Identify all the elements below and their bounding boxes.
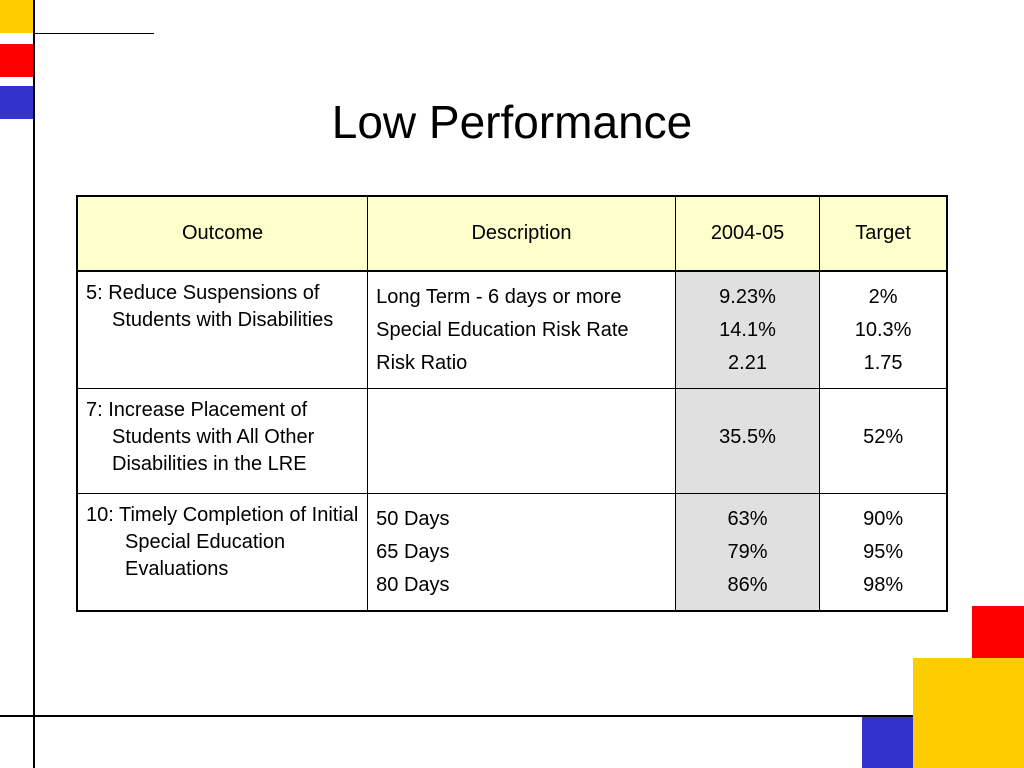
target-value-cell: 52% [819, 388, 948, 494]
year-value: 35.5% [719, 425, 776, 448]
outcome-cell: 10: Timely Completion of Initial Special… [76, 493, 369, 612]
target-value: 1.75 [863, 352, 903, 374]
header-description: Description [367, 195, 676, 272]
red-square-bottom-right [972, 606, 1024, 658]
description-cell: Long Term - 6 days or more Special Educa… [367, 270, 676, 389]
target-value: 90% [863, 508, 904, 530]
header-target: Target [819, 195, 948, 272]
top-horizontal-rule [33, 33, 154, 34]
year-value: 14.1% [719, 319, 776, 341]
header-year: 2004-05 [674, 195, 821, 272]
description-line: Risk Ratio [376, 352, 468, 374]
blue-square-bottom-right [862, 717, 913, 768]
target-value: 95% [863, 541, 904, 563]
year-value: 9.23% [719, 286, 776, 308]
outcome-text: 7: Increase Placement of Students with A… [86, 399, 315, 475]
target-value: 10.3% [854, 319, 912, 341]
header-outcome: Outcome [76, 195, 369, 272]
description-line: 50 Days [376, 508, 450, 530]
table-row: 5: Reduce Suspensions of Students with D… [76, 270, 948, 389]
red-square-top-left [0, 44, 33, 77]
year-value-cell: 35.5% [674, 388, 821, 494]
description-line: 80 Days [376, 574, 450, 596]
year-value: 79% [727, 541, 768, 563]
outcome-text: 5: Reduce Suspensions of Students with D… [86, 282, 334, 331]
target-value: 2% [868, 286, 898, 308]
description-line: 65 Days [376, 541, 450, 563]
year-value: 63% [727, 508, 768, 530]
outcome-cell: 7: Increase Placement of Students with A… [76, 388, 369, 494]
left-vertical-rule [33, 0, 35, 768]
yellow-square-bottom-right [913, 658, 1024, 768]
description-line: Long Term - 6 days or more [376, 286, 622, 308]
outcome-cell: 5: Reduce Suspensions of Students with D… [76, 270, 369, 389]
table-header-row: Outcome Description 2004-05 Target [76, 195, 948, 272]
target-value-cell: 2% 10.3% 1.75 [819, 270, 948, 389]
target-value: 52% [863, 425, 904, 448]
year-value: 2.21 [728, 352, 767, 374]
description-line: Special Education Risk Rate [376, 319, 629, 341]
target-value-cell: 90% 95% 98% [819, 493, 948, 612]
target-value: 98% [863, 574, 904, 596]
year-value-cell: 9.23% 14.1% 2.21 [674, 270, 821, 389]
bottom-horizontal-rule [0, 715, 913, 717]
year-value: 86% [727, 574, 768, 596]
table-row: 7: Increase Placement of Students with A… [76, 388, 948, 494]
description-cell: 50 Days 65 Days 80 Days [367, 493, 676, 612]
year-value-cell: 63% 79% 86% [674, 493, 821, 612]
table-row: 10: Timely Completion of Initial Special… [76, 493, 948, 612]
performance-table: Outcome Description 2004-05 Target 5: Re… [76, 195, 948, 612]
description-cell [367, 388, 676, 494]
outcome-text: 10: Timely Completion of Initial Special… [86, 504, 359, 580]
blue-square-top-left [0, 86, 33, 119]
yellow-square-top-left [0, 0, 33, 33]
slide-title: Low Performance [331, 96, 693, 148]
